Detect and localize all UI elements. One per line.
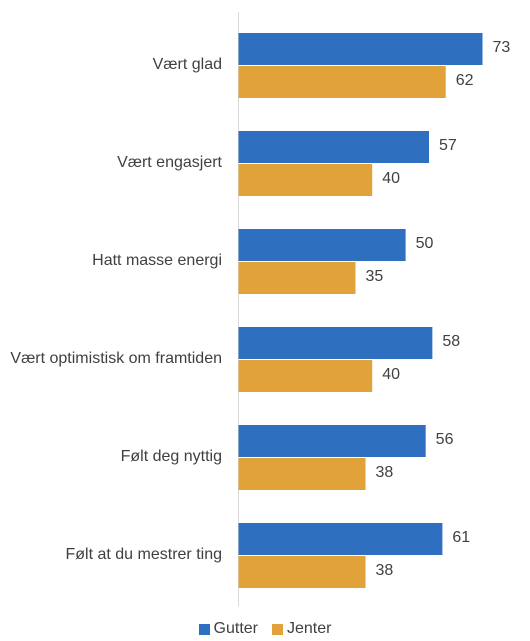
- legend-label: Gutter: [213, 620, 258, 637]
- category-label: Vært engasjert: [117, 154, 222, 171]
- value-label: 40: [382, 170, 400, 187]
- legend-swatch: [198, 623, 210, 635]
- value-label: 35: [365, 268, 383, 285]
- category-label: Hatt masse energi: [92, 252, 222, 269]
- legend-label: Jenter: [287, 620, 332, 637]
- bar: [238, 327, 433, 359]
- bar: [238, 262, 356, 294]
- value-label: 57: [439, 137, 457, 154]
- legend-item: Gutter: [198, 620, 258, 638]
- value-label: 50: [416, 235, 434, 252]
- bar: [238, 66, 446, 98]
- legend-swatch: [272, 623, 283, 635]
- bar: [238, 425, 426, 457]
- value-label: 62: [456, 72, 474, 89]
- value-label: 61: [452, 529, 470, 546]
- bar: [238, 556, 366, 588]
- value-label: 38: [376, 464, 394, 481]
- bar: [238, 164, 373, 196]
- bar: [238, 131, 430, 163]
- category-label: Følt deg nyttig: [120, 448, 222, 465]
- category-label: Vært optimistisk om framtiden: [10, 350, 222, 367]
- value-label: 73: [493, 39, 511, 56]
- legend: Gutter Jenter: [0, 620, 530, 638]
- category-label: Vært glad: [152, 56, 222, 73]
- value-label: 58: [442, 333, 460, 350]
- value-label: 40: [382, 366, 400, 383]
- bar: [238, 229, 406, 261]
- bar: [238, 458, 366, 490]
- category-label: Følt at du mestrer ting: [65, 546, 223, 563]
- bar: [238, 33, 483, 65]
- value-label: 56: [436, 431, 454, 448]
- value-label: 38: [376, 562, 394, 579]
- bar: [238, 360, 373, 392]
- bar: [238, 523, 443, 555]
- legend-item: Jenter: [272, 620, 331, 638]
